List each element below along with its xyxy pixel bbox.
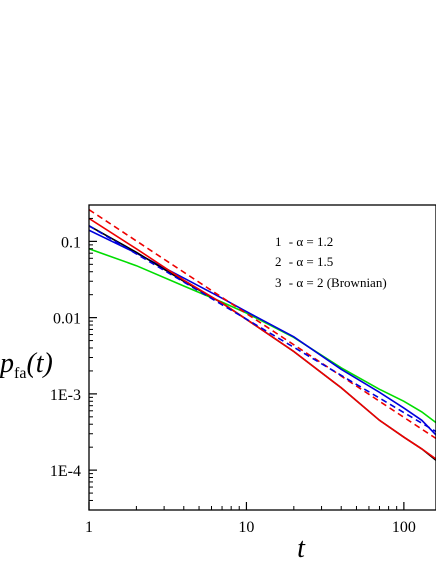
legend-entry-1-text: - α = 1.2 [289,234,333,249]
y-tick-label: 0.01 [53,311,81,328]
legend-entry-3-number: 3 [275,275,282,290]
series-line-5 [89,209,436,440]
series-line-3 [89,225,436,461]
legend-entry-2: 2 - α = 1.5 [275,254,333,269]
legend-entry-1-number: 1 [275,234,282,249]
y-tick-label: 1E-3 [50,387,81,404]
y-tick-label: 0.1 [61,234,81,251]
y-tick-label: 1E-4 [50,463,81,480]
legend-entry-3: 3 - α = 2 (Brownian) [275,275,387,290]
ticks-layer: 1 10 100 0.1 0.01 1E-3 1E-4 [50,217,416,536]
y-axis-label-sub: fa [14,365,26,382]
x-tick-label: 10 [238,519,254,536]
y-axis-label-arg: (t) [26,348,52,379]
plot-frame [88,204,436,511]
series-line-6 [89,225,436,433]
legend-entry-2-text: - α = 1.5 [289,254,333,269]
legend-entry-1: 1 - α = 1.2 [275,234,333,249]
legend-entry-3-text: - α = 2 (Brownian) [289,275,387,290]
y-axis-label-main: p [0,348,14,379]
series-line-4 [89,217,436,460]
x-axis-label: t [297,533,306,564]
x-tick-label: 100 [392,519,416,536]
series-layer [89,209,436,461]
y-axis-label: pfa(t) [0,348,53,382]
legend: 1 - α = 1.2 2 - α = 1.5 3 - α = 2 (Brown… [275,234,387,290]
legend-entry-2-number: 2 [275,254,282,269]
x-tick-label: 1 [85,519,93,536]
